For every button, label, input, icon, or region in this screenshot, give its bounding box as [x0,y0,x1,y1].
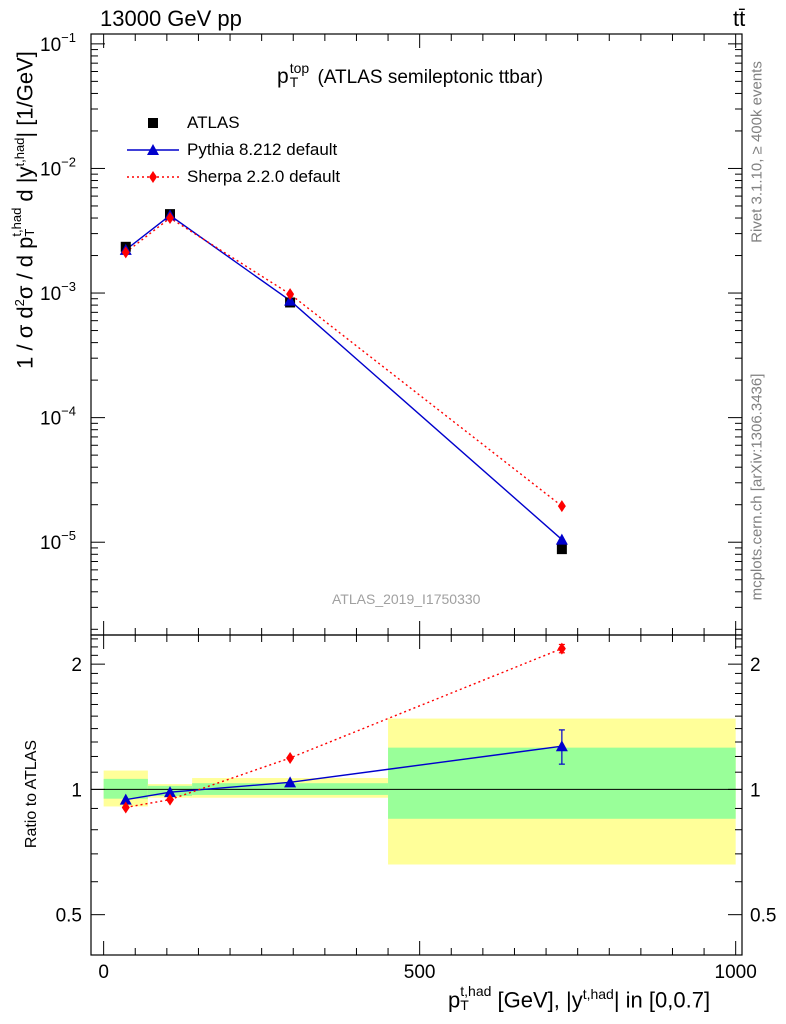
ratio-tick-label-right-1: 1 [750,780,761,801]
analysis-id-label: ATLAS_2019_I1750330 [332,591,481,607]
ratio-point-series-1-0 [119,793,132,805]
y-tick-label-3: 10−4 [40,404,76,430]
ratio-point-series-1-1 [164,786,177,798]
main-point-series-2-1 [166,212,175,225]
legend-label-atlas: ATLAS [187,113,240,132]
series-group [119,209,568,814]
ratio-panel-frame [90,634,743,956]
ratio-point-series-1-2 [284,776,297,788]
legend-marker-series-0 [148,118,158,128]
y-tick-label-0: 10−1 [40,30,76,56]
x-tick-label-2: 1000 [715,962,757,983]
y-tick-label-2: 10−3 [40,279,76,305]
main-point-series-0-3 [556,544,567,555]
main-point-series-2-3 [557,500,566,513]
legend-marker-series-2 [149,171,157,183]
x-axis-label: p t,had T [GeV], |yt,had| in [0,0.7] [448,982,711,1013]
main-point-series-2-0 [121,246,130,259]
main-point-series-1-3 [555,533,568,545]
ratio-line-series-1 [125,745,562,801]
main-line-series-1 [125,214,563,541]
legend-label-pythia: Pythia 8.212 default [187,140,338,159]
ratio-point-series-2-1 [166,793,175,806]
uncertainty-bands [103,718,736,865]
final-state-label: tt̄ [733,6,746,31]
legend-label-sherpa: Sherpa 2.2.0 default [187,167,341,186]
title-rest: (ATLAS semileptonic ttbar) [317,67,544,89]
legend-markers [127,118,179,183]
ratio-point-series-1-3 [555,740,568,752]
band-inner-0 [103,778,148,799]
ratio-point-series-2-3 [557,642,566,655]
y-tick-label-4: 10−5 [40,528,76,554]
title-sup: top [289,60,310,76]
ratio-tick-label-right-2: 0.5 [750,906,776,927]
ratio-point-series-2-2 [286,751,295,764]
axes-group: 0 500 1000 10−1 10−2 10−3 10−4 10−5 2 2 1 1 0.5 0.5 [40,30,776,983]
ratio-point-series-2-0 [121,801,130,814]
title-sub: T [289,74,299,90]
ratio-tick-label-left-0: 2 [71,655,82,676]
ratio-tick-label-right-0: 2 [750,655,761,676]
y-tick-label-1: 10−2 [40,154,76,180]
main-panel-frame [90,33,743,636]
ratio-tick-label-left-2: 0.5 [56,906,82,927]
x-tick-label-1: 500 [404,962,436,983]
title-main: p [277,65,289,89]
main-point-series-2-2 [286,288,295,301]
main-line-series-2 [125,217,563,507]
process-label: 13000 GeV pp [100,6,242,31]
legend-marker-series-1 [147,144,159,155]
ratio-tick-label-left-1: 1 [71,780,82,801]
x-tick-label-0: 0 [98,962,109,983]
plot-title: p top T (ATLAS semileptonic ttbar) [277,60,544,92]
